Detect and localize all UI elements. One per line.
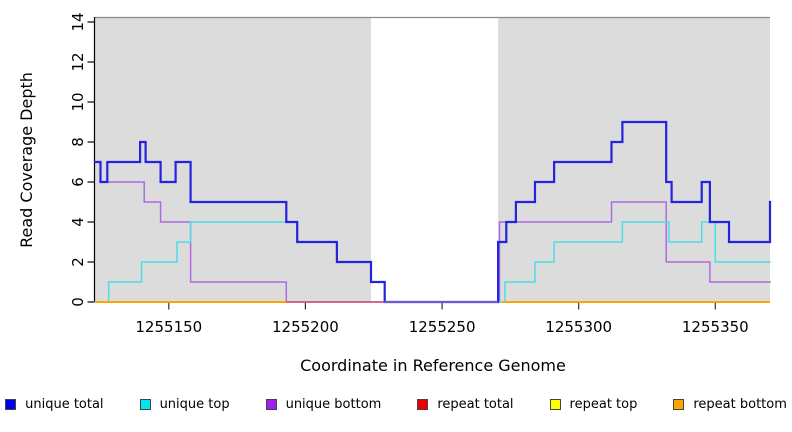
legend-item-unique-total: unique total [5,397,104,412]
legend-item-repeat-top: repeat top [549,397,638,412]
x-axis-title: Coordinate in Reference Genome [300,356,566,375]
coverage-plot: 0 2 4 6 8 10 12 14 1255150 1255200 1255250 1255300 1… [17,12,772,375]
y-tick-label: 10 [69,92,87,111]
legend-swatch-repeat-bottom [673,399,685,410]
legend-label: unique total [25,397,104,412]
legend-label: unique top [159,397,230,412]
legend-item-repeat-bottom: repeat bottom [673,397,787,412]
legend-swatch-unique-total [5,399,17,410]
x-tick-label: 1255150 [135,318,202,336]
y-tick-label: 8 [69,137,87,147]
y-tick-label: 6 [69,177,87,187]
y-tick-label: 2 [69,257,87,267]
y-tick-label: 0 [69,297,87,307]
series-lines [93,120,772,304]
y-tick-label: 12 [69,52,87,71]
shaded-regions [95,18,770,302]
series-unique-bottom-line [94,161,771,303]
legend-swatch-repeat-total [417,399,429,410]
shaded-region [95,18,371,302]
x-tick-label: 1255350 [682,318,749,336]
x-tick-label: 1255300 [545,318,612,336]
y-tick-label: 4 [69,217,87,227]
legend-item-unique-bottom: unique bottom [265,397,382,412]
legend-item-unique-top: unique top [139,397,230,412]
axes: 0 2 4 6 8 10 12 14 1255150 1255200 1255250 1255300 1… [69,12,770,336]
legend-label: repeat bottom [693,397,787,412]
legend: unique total unique top unique bottom repea… [0,397,792,412]
legend-swatch-repeat-top [549,399,561,410]
legend-label: repeat top [569,397,638,412]
legend-swatch-unique-bottom [265,399,277,410]
y-axis-title: Read Coverage Depth [17,72,36,248]
x-tick-label: 1255200 [272,318,339,336]
x-tick-label: 1255250 [409,318,476,336]
shaded-region [498,18,770,302]
legend-label: unique bottom [285,397,382,412]
legend-item-repeat-total: repeat total [417,397,514,412]
legend-label: repeat total [437,397,514,412]
legend-swatch-unique-top [139,399,151,410]
y-tick-label: 14 [69,12,87,31]
